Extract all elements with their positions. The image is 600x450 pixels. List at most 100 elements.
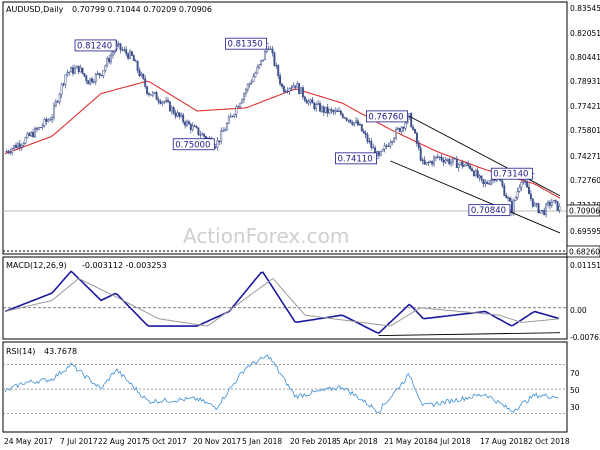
candle-body	[531, 198, 534, 207]
candle	[66, 69, 69, 78]
candle	[75, 65, 78, 69]
candle-body	[516, 191, 519, 198]
candle	[400, 126, 403, 134]
candle-body	[471, 168, 473, 172]
candle-body	[469, 165, 472, 169]
candle	[224, 127, 226, 132]
candle-body	[400, 126, 403, 132]
candle-body	[343, 117, 346, 119]
candle	[106, 56, 109, 68]
candle-body	[332, 110, 335, 113]
price-callout: 0.75000	[172, 138, 217, 150]
candle	[286, 87, 289, 94]
candle-body	[533, 203, 536, 207]
candle-body	[463, 165, 466, 167]
candle-body	[75, 65, 78, 69]
candle	[421, 157, 424, 165]
candle-body	[339, 110, 342, 115]
watermark: ActionForex.com	[183, 224, 349, 248]
candle	[484, 179, 487, 188]
candle	[533, 201, 536, 207]
candle-body	[229, 115, 232, 118]
candle-body	[106, 58, 109, 67]
candle-body	[419, 147, 422, 161]
candle	[377, 150, 380, 159]
candle-body	[220, 130, 223, 142]
candle	[507, 195, 510, 202]
candle-body	[334, 110, 337, 113]
candle-body	[18, 143, 21, 148]
candle	[100, 74, 103, 77]
candle-body	[309, 99, 312, 102]
candle	[349, 119, 352, 124]
price-tick-label: 0.69595	[570, 227, 600, 236]
candle-body	[262, 59, 264, 61]
candle-body	[307, 101, 310, 104]
candle	[446, 158, 449, 163]
candle	[186, 119, 188, 128]
candle	[442, 156, 445, 166]
candle-body	[117, 43, 120, 45]
candle-body	[155, 92, 158, 100]
candle-body	[54, 101, 57, 106]
candle-body	[292, 85, 295, 89]
candle	[153, 92, 156, 95]
candle	[89, 78, 92, 86]
candle	[313, 101, 316, 111]
candle-body	[313, 102, 316, 110]
candle	[431, 160, 434, 167]
candle	[488, 180, 491, 185]
candle-body	[203, 133, 206, 137]
rsi-tick-label: 70	[570, 369, 580, 378]
candle	[269, 45, 272, 50]
x-tick-label: 7 Jul 2017	[60, 437, 98, 446]
candle-body	[89, 78, 92, 85]
candle	[296, 80, 299, 88]
candle-body	[410, 113, 413, 128]
candle	[9, 148, 12, 155]
candle	[503, 183, 506, 196]
callout-label: 0.70840	[471, 206, 506, 216]
candle-body	[396, 127, 399, 130]
candle-body	[165, 99, 168, 102]
candle	[472, 170, 475, 177]
callout-label: 0.73140	[493, 170, 528, 180]
candle-body	[395, 128, 397, 139]
candle-body	[130, 51, 133, 56]
candle	[541, 209, 544, 214]
candle-body	[362, 130, 365, 134]
candle	[364, 130, 367, 139]
candle-body	[556, 201, 559, 211]
candle-body	[161, 101, 164, 104]
candle	[429, 160, 432, 164]
candle	[51, 114, 54, 124]
candle-body	[452, 158, 454, 163]
callout-label: 0.76760	[368, 112, 403, 122]
candle	[300, 87, 302, 94]
candle-body	[510, 201, 513, 213]
candle	[402, 126, 405, 133]
candle-body	[275, 65, 278, 67]
candle-body	[263, 51, 266, 61]
callout-label: 0.74110	[337, 154, 372, 164]
candle-body	[490, 180, 492, 185]
candle	[11, 147, 14, 156]
candle	[47, 118, 50, 123]
candle-body	[486, 181, 489, 184]
candle	[461, 159, 464, 169]
price-tick-label: 0.82051	[570, 29, 600, 38]
candle	[184, 120, 187, 129]
candle	[326, 103, 329, 117]
candle	[168, 100, 171, 112]
candle	[303, 95, 306, 103]
candle-body	[286, 90, 289, 93]
candle-body	[539, 210, 542, 214]
candle-body	[505, 195, 508, 199]
candle	[58, 92, 61, 105]
candle	[395, 127, 397, 141]
candle	[509, 196, 511, 202]
candle-body	[9, 152, 12, 154]
candle	[222, 127, 225, 132]
candle	[381, 148, 384, 152]
candle-body	[178, 112, 181, 117]
